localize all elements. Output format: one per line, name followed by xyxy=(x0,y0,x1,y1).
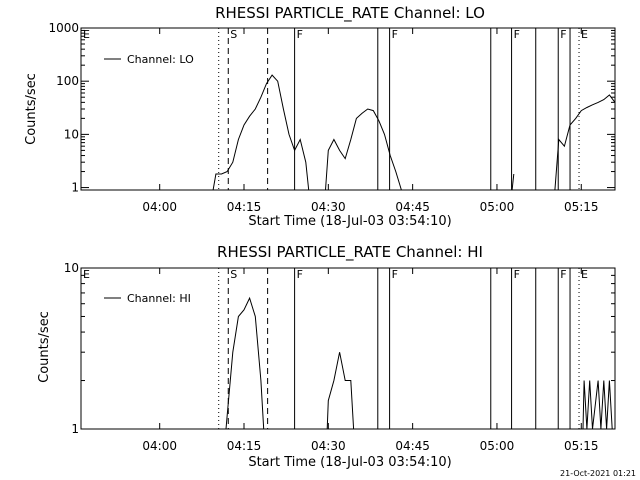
hi-event-marker-label: F xyxy=(514,268,520,281)
hi-event-marker-label: F xyxy=(297,268,303,281)
lo-x-tick-label: 04:00 xyxy=(142,200,177,214)
hi-series-line xyxy=(326,352,355,430)
lo-y-tick-label: 1000 xyxy=(48,21,79,35)
lo-x-tick-label: 04:45 xyxy=(395,200,430,214)
lo-series-line xyxy=(325,108,402,191)
hi-channel-panel: RHESSI PARTICLE_RATE Channel: HI Start T… xyxy=(37,243,616,470)
hi-x-tick-label: 04:15 xyxy=(227,439,262,453)
lo-y-tick-label: 1 xyxy=(71,181,79,195)
lo-x-tick-label: 05:15 xyxy=(564,200,599,214)
hi-series-line xyxy=(582,380,613,430)
hi-event-marker-label: F xyxy=(560,268,566,281)
hi-event-marker-label: S xyxy=(230,268,237,281)
lo-event-marker-label: E xyxy=(581,28,588,41)
hi-event-marker-label: E xyxy=(581,268,588,281)
hi-x-tick-label: 04:30 xyxy=(311,439,346,453)
generation-timestamp: 21-Oct-2021 01:21 xyxy=(560,469,636,478)
hi-chart-title: RHESSI PARTICLE_RATE Channel: HI xyxy=(217,243,483,262)
lo-event-marker-label: F xyxy=(514,28,520,41)
lo-chart-title: RHESSI PARTICLE_RATE Channel: LO xyxy=(215,4,485,23)
hi-x-tick-label: 05:15 xyxy=(564,439,599,453)
hi-y-tick-label: 1 xyxy=(71,422,79,436)
lo-y-axis-label: Counts/sec xyxy=(24,73,39,145)
lo-event-marker-label: F xyxy=(392,28,398,41)
hi-x-tick-label: 04:00 xyxy=(142,439,177,453)
lo-event-marker-label: S xyxy=(230,28,237,41)
lo-series-line xyxy=(554,94,616,191)
hi-series-line xyxy=(225,296,265,430)
hi-x-axis-label: Start Time (18-Jul-03 03:54:10) xyxy=(248,455,451,470)
hi-legend-label: Channel: HI xyxy=(127,292,191,305)
lo-x-tick-label: 05:00 xyxy=(480,200,515,214)
lo-series-line xyxy=(212,74,310,191)
lo-y-tick-label: 100 xyxy=(56,74,79,88)
hi-event-marker-label: F xyxy=(392,268,398,281)
lo-x-tick-label: 04:15 xyxy=(227,200,262,214)
hi-event-marker-label: E xyxy=(83,268,90,281)
lo-channel-panel: RHESSI PARTICLE_RATE Channel: LO Start T… xyxy=(24,4,616,229)
hi-x-tick-label: 05:00 xyxy=(480,439,515,453)
lo-legend-label: Channel: LO xyxy=(127,53,194,66)
hi-x-tick-label: 04:45 xyxy=(395,439,430,453)
lo-x-axis-label: Start Time (18-Jul-03 03:54:10) xyxy=(248,214,451,229)
lo-event-marker-label: E xyxy=(83,28,90,41)
lo-event-marker-label: F xyxy=(560,28,566,41)
lo-y-tick-label: 10 xyxy=(64,127,79,141)
lo-x-tick-label: 04:30 xyxy=(311,200,346,214)
lo-series-line xyxy=(511,173,515,191)
hi-y-tick-label: 10 xyxy=(64,261,79,275)
hi-y-axis-label: Counts/sec xyxy=(37,311,52,383)
lo-event-marker-label: F xyxy=(297,28,303,41)
